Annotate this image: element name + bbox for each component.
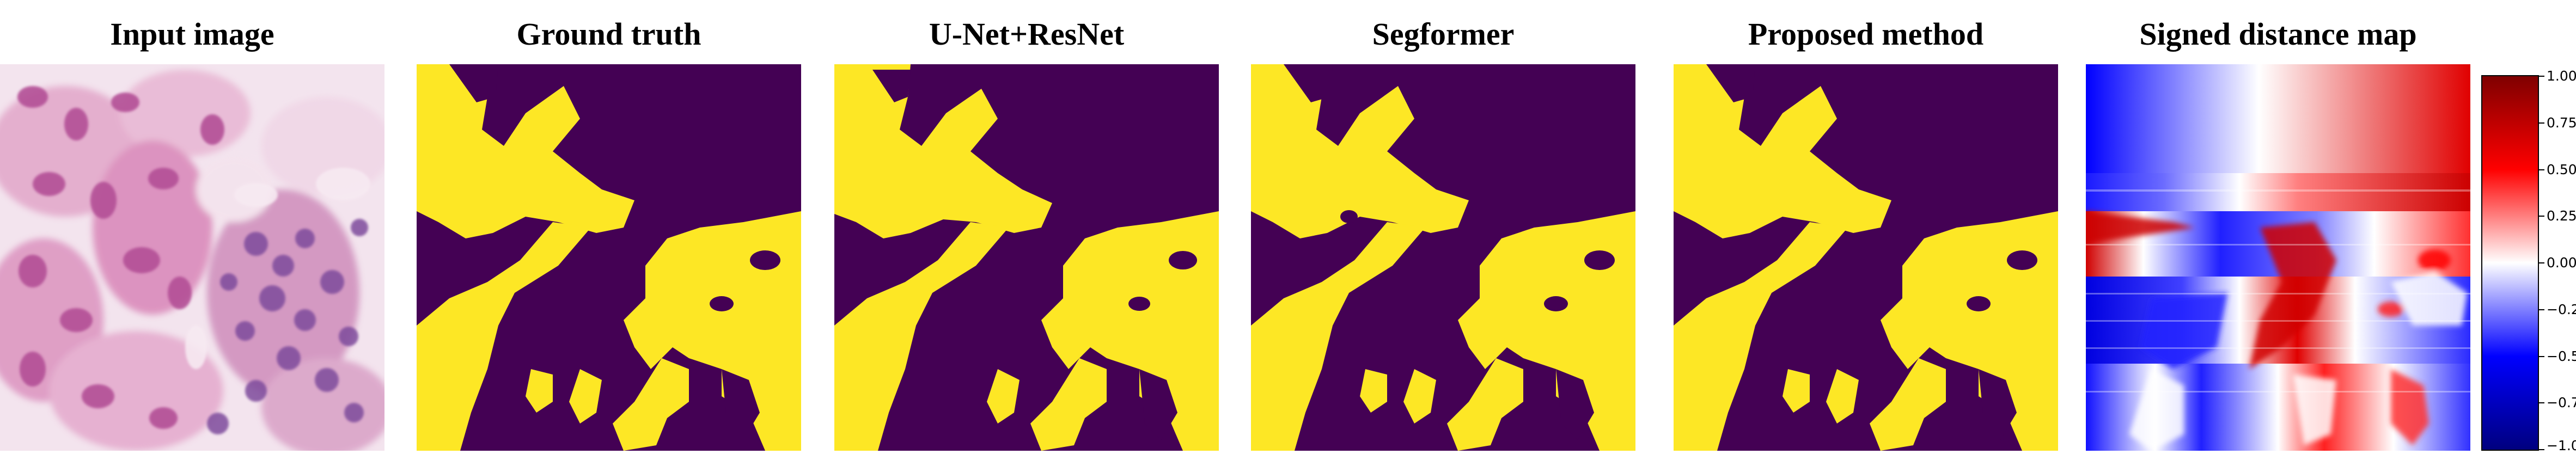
segformer-mask: [1251, 64, 1635, 451]
unet-resnet-mask: [834, 64, 1219, 451]
mask-foreground: [834, 64, 1219, 451]
colorbar-tick-label: −0.50: [2547, 348, 2576, 364]
colorbar-tick-mark: [2539, 216, 2544, 217]
colorbar: [2481, 75, 2539, 451]
colorbar-tick-mark: [2539, 355, 2544, 357]
mask-foreground: [417, 64, 801, 451]
colorbar-tick-mark: [2539, 76, 2544, 77]
colorbar-tick-label: −1.00: [2547, 438, 2576, 453]
panel-title-signed-distance-map: Signed distance map: [2139, 16, 2417, 52]
colorbar-tick-mark: [2539, 169, 2544, 170]
colorbar-tick-label: 0.75: [2547, 114, 2576, 131]
histology-image: [0, 64, 384, 451]
mask-image: [834, 64, 1219, 451]
proposed-method-mask: [1674, 64, 2058, 451]
colorbar-tick-mark: [2539, 309, 2544, 310]
mask-foreground: [1251, 64, 1635, 451]
colorbar-tick-mark: [2539, 262, 2544, 263]
colorbar-tick-label: 1.00: [2547, 68, 2576, 84]
colorbar-tick-mark: [2539, 449, 2544, 450]
distance-map-image: [2086, 64, 2470, 451]
panel-title-segformer: Segformer: [1372, 16, 1515, 52]
panel-title-input-image: Input image: [110, 16, 274, 52]
colorbar-tick-label: 0.00: [2547, 255, 2576, 271]
panel-title-unet-resnet: U-Net+ResNet: [929, 16, 1125, 52]
colorbar-tick-mark: [2539, 122, 2544, 124]
mask-foreground: [1674, 64, 2058, 451]
colorbar-tick-mark: [2539, 402, 2544, 404]
panel-title-proposed-method: Proposed method: [1748, 16, 1984, 52]
colorbar-tick-label: 0.25: [2547, 208, 2576, 224]
ground-truth-mask: [417, 64, 801, 451]
input-image-panel: [0, 64, 384, 451]
colorbar-tick-label: −0.75: [2547, 395, 2576, 411]
signed-distance-map: [2086, 64, 2470, 451]
mask-image: [417, 64, 801, 451]
mask-image: [1251, 64, 1635, 451]
panel-title-ground-truth: Ground truth: [516, 16, 701, 52]
colorbar-tick-label: 0.50: [2547, 161, 2576, 177]
colorbar-tick-label: −0.25: [2547, 301, 2576, 317]
mask-image: [1674, 64, 2058, 451]
